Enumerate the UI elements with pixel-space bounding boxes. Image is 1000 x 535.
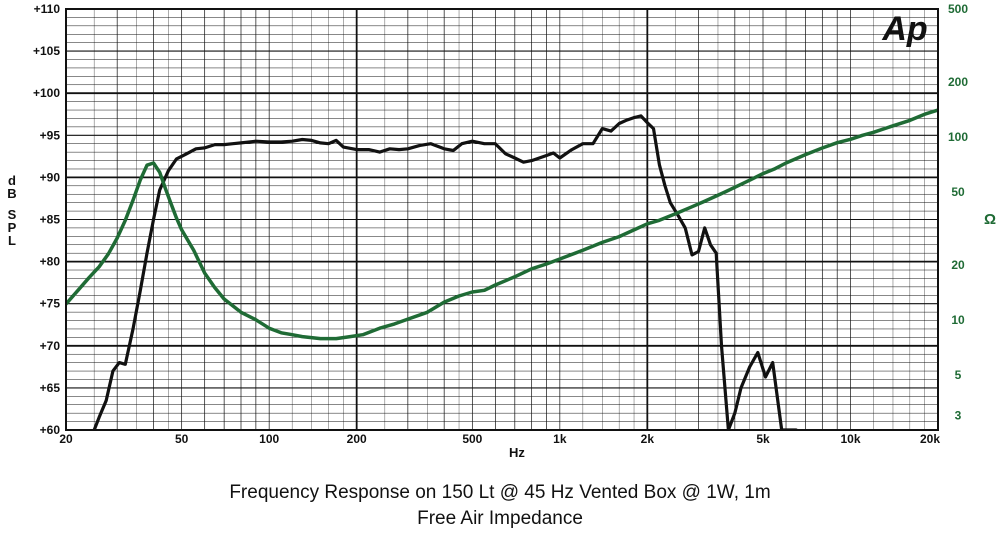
ap-logo: Ap — [881, 10, 927, 48]
chart-title: Frequency Response on 150 Lt @ 45 Hz Ven… — [229, 482, 771, 503]
chart-grid — [65, 8, 939, 431]
y2-tick-label: 20 — [951, 258, 965, 272]
y-tick-label: +105 — [33, 44, 60, 58]
x-axis-label: Hz — [509, 445, 525, 460]
impedance-series-line — [66, 108, 938, 341]
x-tick-label: 2k — [641, 432, 655, 446]
y2-tick-label: 10 — [951, 313, 965, 327]
y2-tick-label: 500 — [948, 2, 968, 16]
chart-subtitle: Free Air Impedance — [417, 508, 583, 529]
y-tick-label: +100 — [33, 86, 60, 100]
y2-axis-label: Ω — [984, 211, 996, 228]
spl-series-line — [92, 114, 798, 430]
x-tick-label: 200 — [347, 432, 367, 446]
y2-tick-label: 5 — [955, 368, 962, 382]
y2-tick-label: 200 — [948, 75, 968, 89]
y-axis-label-char: L — [8, 233, 16, 248]
x-tick-label: 50 — [175, 432, 189, 446]
y-axis-label-char: B — [7, 186, 16, 201]
frequency-response-chart: +60 +65 +70 +75 +80 +85 +90 +95 +100 +105 +110 3 5 10… — [7, 2, 996, 460]
y-axis-label-char: S — [8, 207, 17, 222]
y-axis-label-char: P — [8, 220, 17, 235]
x-tick-label: 10k — [840, 432, 860, 446]
x-tick-label: 5k — [756, 432, 770, 446]
plot-frame — [65, 8, 939, 431]
y-tick-label: +85 — [40, 213, 61, 227]
y2-tick-label: 100 — [948, 130, 968, 144]
y-tick-label: +95 — [40, 128, 61, 142]
x-tick-label: 20k — [920, 432, 940, 446]
y-tick-label: +90 — [40, 170, 61, 184]
y2-tick-label: 50 — [951, 185, 965, 199]
y-tick-label: +60 — [40, 423, 61, 437]
chart-ticks: +60 +65 +70 +75 +80 +85 +90 +95 +100 +105 +110 3 5 10… — [33, 2, 968, 446]
x-tick-label: 500 — [462, 432, 482, 446]
y-tick-label: +75 — [40, 297, 61, 311]
x-tick-label: 100 — [259, 432, 279, 446]
y-tick-label: +65 — [40, 381, 61, 395]
y-axis-label-char: d — [8, 173, 16, 188]
x-tick-label: 20 — [59, 432, 73, 446]
y-tick-label: +70 — [40, 339, 61, 353]
y2-tick-label: 3 — [955, 409, 962, 423]
y-tick-label: +80 — [40, 255, 61, 269]
x-tick-label: 1k — [553, 432, 567, 446]
chart-series — [66, 108, 938, 430]
y-tick-label: +110 — [34, 2, 61, 16]
